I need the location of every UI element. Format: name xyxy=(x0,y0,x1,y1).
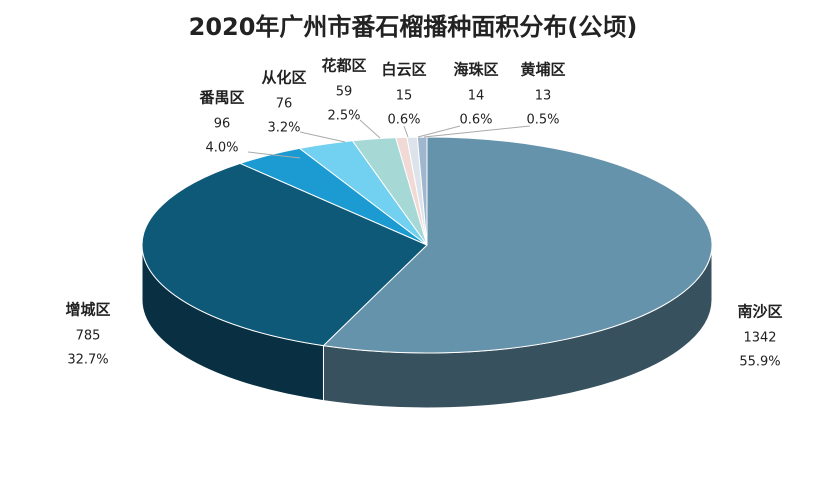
slice-label: 黄埔区 xyxy=(520,61,565,79)
leader-line xyxy=(359,119,381,139)
slice-label: 番禺区 xyxy=(198,89,244,107)
slice-value: 13 xyxy=(535,89,552,104)
slice-percent: 4.0% xyxy=(205,141,238,156)
slice-label: 海珠区 xyxy=(453,61,498,79)
slice-percent: 32.7% xyxy=(67,353,108,368)
slice-percent: 2.5% xyxy=(327,109,360,124)
slice-label: 从化区 xyxy=(261,69,306,87)
slice-value: 1342 xyxy=(743,331,776,346)
slice-percent: 3.2% xyxy=(267,121,300,136)
slice-percent: 0.5% xyxy=(526,113,559,128)
slice-percent: 0.6% xyxy=(387,113,420,128)
slice-value: 96 xyxy=(214,117,231,132)
leader-line xyxy=(417,125,461,138)
slice-label: 增城区 xyxy=(65,301,110,319)
slice-percent: 0.6% xyxy=(459,113,492,128)
slice-value: 59 xyxy=(336,85,353,100)
chart-title: 2020年广州市番石榴播种面积分布(公顷) xyxy=(189,13,638,41)
leader-line xyxy=(247,151,301,159)
leader-line xyxy=(299,131,346,143)
slice-value: 76 xyxy=(276,97,293,112)
pie-slice xyxy=(141,162,428,347)
slice-value: 14 xyxy=(468,89,485,104)
leader-line xyxy=(423,125,531,138)
slice-label: 白云区 xyxy=(381,61,426,79)
slice-value: 785 xyxy=(76,329,101,344)
leader-line xyxy=(403,125,409,138)
slice-label: 花都区 xyxy=(321,57,366,75)
slice-percent: 55.9% xyxy=(739,355,780,370)
slice-label: 南沙区 xyxy=(737,303,782,321)
slice-value: 15 xyxy=(396,89,413,104)
pie-slice xyxy=(322,136,713,354)
